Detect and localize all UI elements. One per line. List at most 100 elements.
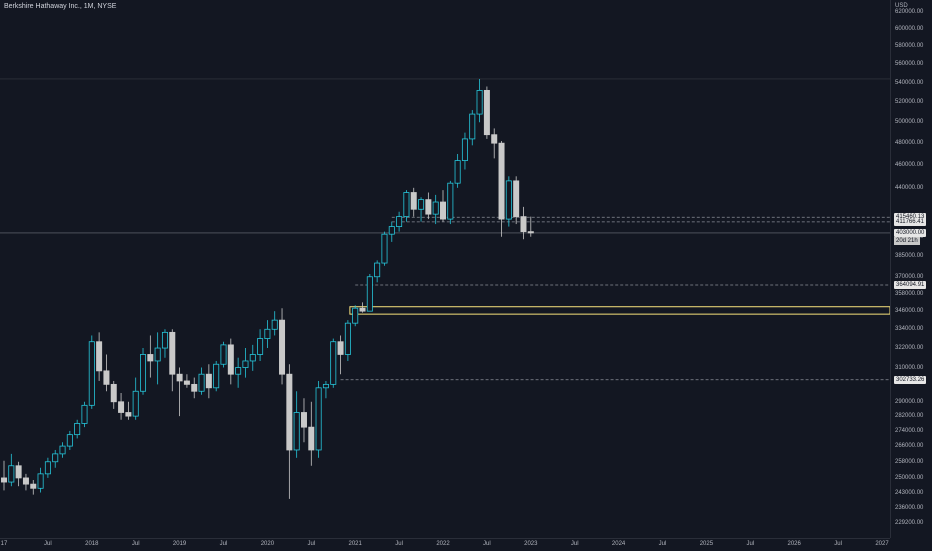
candle-body xyxy=(44,461,51,475)
candle-body xyxy=(161,331,168,349)
candle-body xyxy=(125,412,132,417)
last-price-badge: 403000.00 xyxy=(894,228,927,237)
candle-body xyxy=(74,423,81,436)
candle-body xyxy=(527,231,534,234)
candle-body xyxy=(52,453,59,463)
time-tick-label: 2022 xyxy=(436,541,450,547)
price-tick-label: 250000.00 xyxy=(895,474,924,481)
candle-body xyxy=(352,307,359,324)
time-tick-label: 2026 xyxy=(787,541,801,547)
time-tick-label: Jul xyxy=(834,541,842,547)
candle-body xyxy=(30,483,37,489)
price-scale[interactable]: USD 620000.00 600000.00 580000.00 560000.00… xyxy=(890,0,932,538)
time-tick-label: Jul xyxy=(131,541,140,547)
candle-body xyxy=(396,216,403,227)
time-tick-label: Jul xyxy=(395,541,403,547)
price-tick-label: 282000.00 xyxy=(895,413,924,420)
candle-body xyxy=(8,465,15,483)
candle-body xyxy=(147,354,154,362)
time-tick-label: 2023 xyxy=(524,541,538,547)
price-tick-label: 620000.00 xyxy=(895,8,924,15)
candle-body xyxy=(37,473,44,489)
candle-body xyxy=(279,319,286,375)
candle-body xyxy=(191,383,198,392)
candle-body xyxy=(447,182,454,220)
price-chart[interactable] xyxy=(0,0,890,538)
zone-layer xyxy=(349,306,890,315)
price-tick-label: 480000.00 xyxy=(895,140,924,147)
price-tick-label: 290000.00 xyxy=(895,398,924,405)
time-tick-label: 2021 xyxy=(348,541,362,547)
candle-body xyxy=(461,138,468,161)
candle-body xyxy=(96,341,103,372)
candle-body xyxy=(403,192,410,218)
bar-countdown: 20d 21h xyxy=(894,236,920,245)
candle-body xyxy=(154,347,161,362)
candle-body xyxy=(118,401,125,413)
candle-body xyxy=(140,354,147,392)
price-level-badge: 302733.26 xyxy=(894,375,927,384)
candle-body xyxy=(220,344,227,365)
candle-body xyxy=(81,404,88,424)
time-tick-label: 2020 xyxy=(260,541,275,547)
price-tick-label: 440000.00 xyxy=(895,184,924,191)
price-tick-label: 274000.00 xyxy=(895,427,924,434)
candle-body xyxy=(205,373,212,389)
candle-body xyxy=(264,328,271,339)
candle-body xyxy=(454,160,461,184)
candle-body xyxy=(176,373,183,382)
price-tick-label: 334000.00 xyxy=(895,326,924,333)
candle-body xyxy=(110,383,117,403)
time-tick-label: 2024 xyxy=(611,541,626,547)
price-tick-label: 346000.00 xyxy=(895,308,924,315)
price-level-badge: 364094.91 xyxy=(894,281,927,289)
candle-body xyxy=(337,341,344,355)
candle-body xyxy=(271,319,278,330)
chart-area[interactable]: Berkshire Hathaway Inc., 1M, NYSE xyxy=(0,0,890,538)
candle-body xyxy=(410,192,417,210)
candle-body xyxy=(198,373,205,392)
candle-body xyxy=(432,201,439,215)
candle-body xyxy=(300,412,307,428)
time-tick-label: 2025 xyxy=(699,541,714,547)
candle-body xyxy=(293,412,300,451)
candle-body xyxy=(59,445,66,455)
candle-body xyxy=(439,201,446,220)
price-tick-label: 600000.00 xyxy=(895,25,924,32)
time-tick-label: Jul xyxy=(219,541,228,547)
time-scale[interactable]: 17 Jul 2018 Jul 2019 Jul 2020 Jul 2021 Jul 2022 Jul… xyxy=(0,538,890,551)
candle-body xyxy=(366,276,373,312)
candle-body xyxy=(469,113,476,140)
candle-body xyxy=(103,370,110,385)
candle-body xyxy=(322,383,329,389)
price-tick-label: 370000.00 xyxy=(895,273,924,280)
candle-body xyxy=(132,390,139,417)
candle-body xyxy=(483,89,490,136)
supply-zone-box xyxy=(349,306,890,315)
candle-body xyxy=(505,180,512,220)
candle-body xyxy=(381,233,388,264)
candle-body xyxy=(235,367,242,375)
candle-body xyxy=(513,180,520,218)
price-tick-label: 322000.00 xyxy=(895,345,924,352)
time-tick-label: Jul xyxy=(307,541,316,547)
candle-body xyxy=(520,216,527,233)
candle-body xyxy=(66,434,73,447)
price-tick-label: 358000.00 xyxy=(895,290,924,297)
time-tick-label: 2019 xyxy=(172,541,187,547)
price-tick-label: 310000.00 xyxy=(895,364,924,371)
symbol-title: Berkshire Hathaway Inc., 1M, NYSE xyxy=(4,3,117,10)
candle-body xyxy=(213,363,220,389)
time-tick-label: 2018 xyxy=(85,541,99,547)
candle-body xyxy=(476,89,483,115)
candle-body xyxy=(374,262,381,278)
candle-body xyxy=(344,322,351,355)
candle-body xyxy=(15,465,22,479)
candle-body xyxy=(425,199,432,215)
price-tick-label: 385000.00 xyxy=(895,253,924,260)
price-level-badge: 411766.41 xyxy=(894,217,926,226)
candle-body xyxy=(308,426,315,451)
candle-body xyxy=(0,477,7,483)
horizontal-lines-layer xyxy=(0,78,890,381)
candle-body xyxy=(183,380,190,385)
